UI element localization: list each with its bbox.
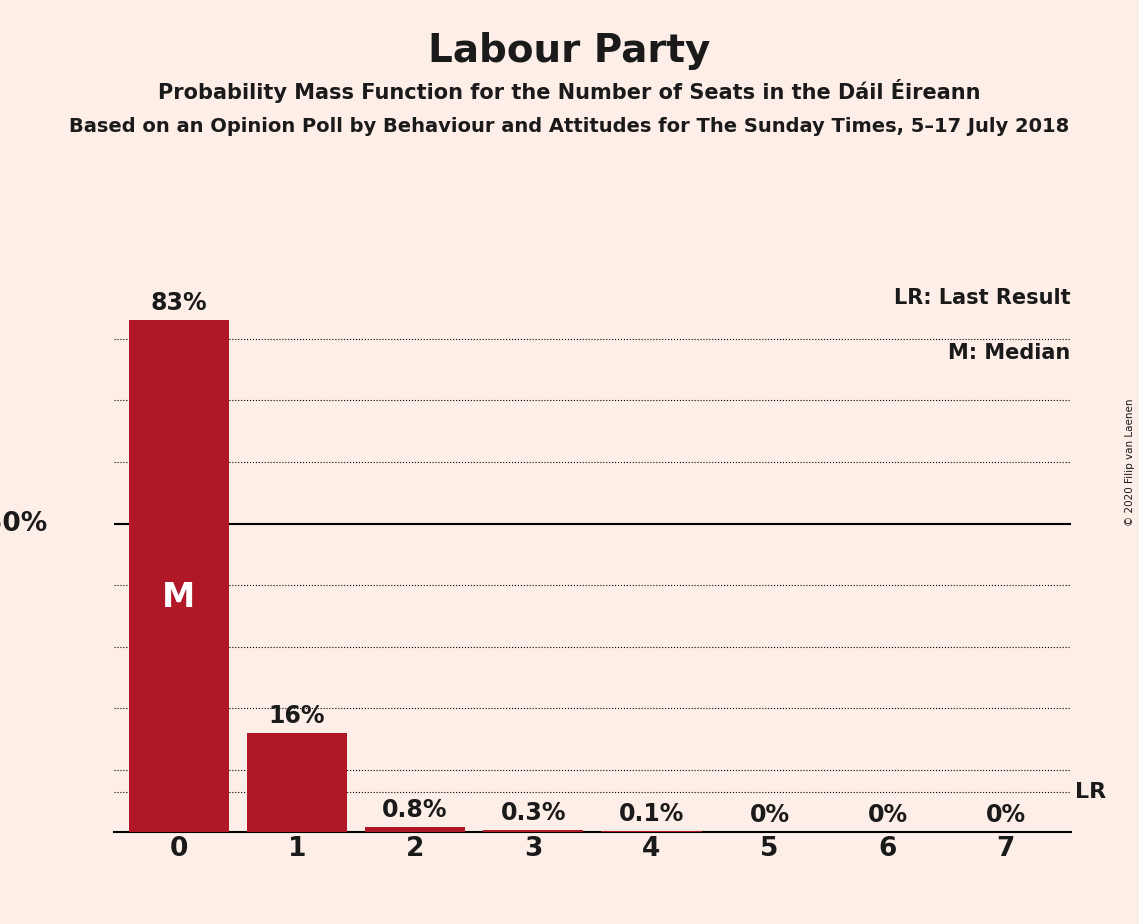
Text: 83%: 83%	[150, 291, 207, 315]
Text: Based on an Opinion Poll by Behaviour and Attitudes for The Sunday Times, 5–17 J: Based on an Opinion Poll by Behaviour an…	[69, 117, 1070, 137]
Text: 0.3%: 0.3%	[500, 801, 566, 825]
Bar	[483, 830, 583, 832]
Text: 16%: 16%	[269, 704, 326, 728]
Text: Labour Party: Labour Party	[428, 32, 711, 70]
Text: M: M	[162, 581, 196, 614]
Bar	[129, 321, 229, 832]
Text: Probability Mass Function for the Number of Seats in the Dáil Éireann: Probability Mass Function for the Number…	[158, 79, 981, 103]
Bar	[247, 733, 347, 832]
Bar	[364, 827, 466, 832]
Text: 0%: 0%	[868, 803, 908, 827]
Text: 50%: 50%	[0, 511, 47, 537]
Text: 0%: 0%	[985, 803, 1026, 827]
Text: 0.1%: 0.1%	[618, 802, 685, 826]
Text: 0%: 0%	[749, 803, 789, 827]
Text: M: Median: M: Median	[949, 344, 1071, 363]
Text: LR: Last Result: LR: Last Result	[894, 288, 1071, 308]
Text: LR: LR	[1075, 782, 1107, 801]
Text: © 2020 Filip van Laenen: © 2020 Filip van Laenen	[1125, 398, 1134, 526]
Text: 0.8%: 0.8%	[383, 797, 448, 821]
